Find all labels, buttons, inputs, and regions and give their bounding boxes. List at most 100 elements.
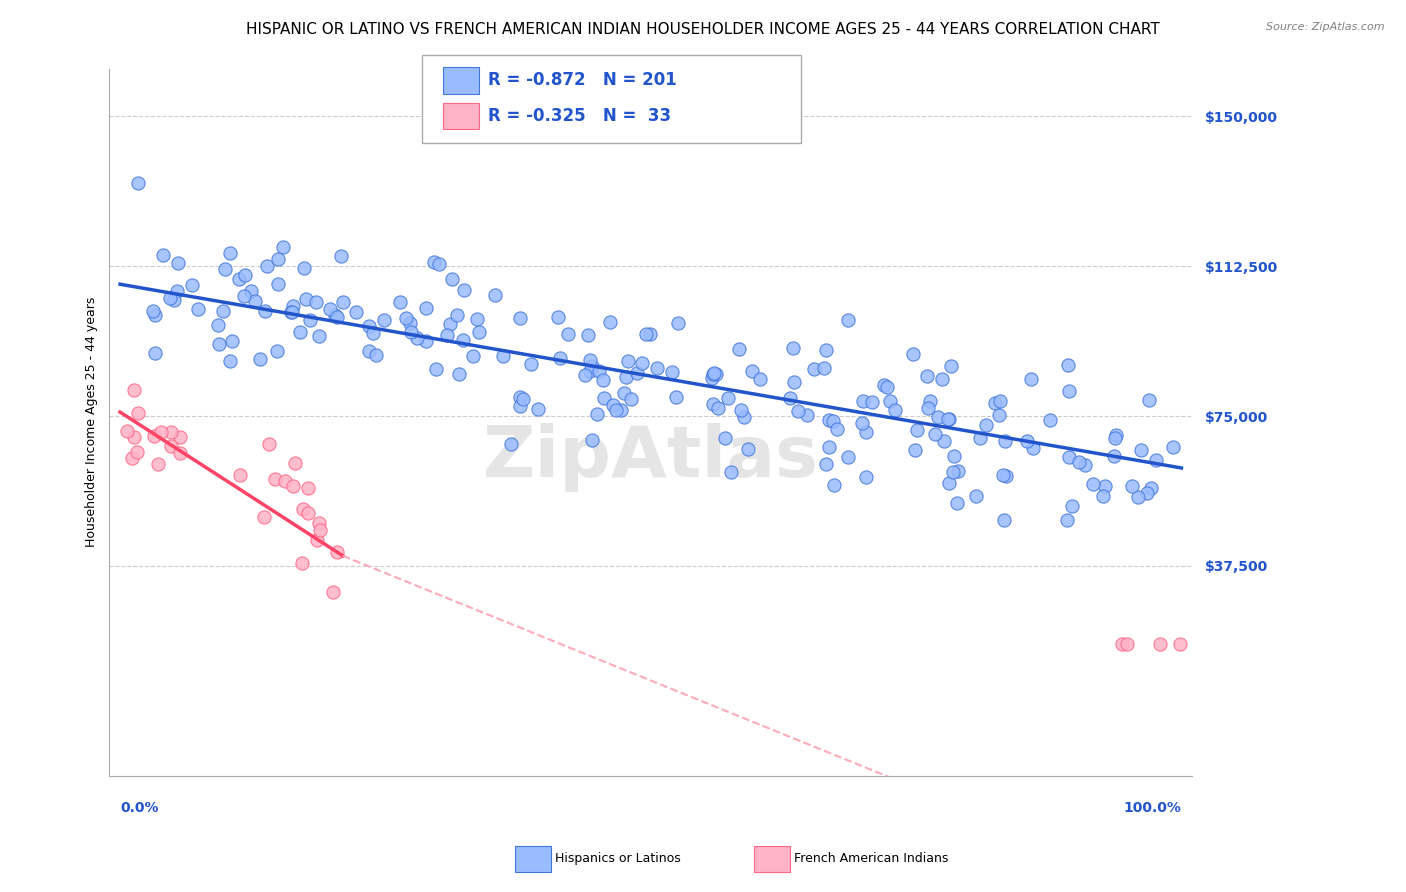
Point [308,523,330,537]
Point [207,318,229,333]
Point [124,383,146,397]
Point [344,305,367,319]
Point [439,318,461,332]
Point [713,431,735,445]
Point [280,305,302,319]
Point [305,295,328,310]
Point [904,443,927,458]
Point [159,439,181,453]
Point [1111,637,1133,651]
Point [1062,499,1084,513]
Point [665,390,688,404]
Point [159,291,181,305]
Point [860,395,883,409]
Point [1130,443,1153,458]
Point [638,326,661,341]
Point [127,176,149,190]
Text: 100.0%: 100.0% [1123,800,1181,814]
Point [1102,449,1125,463]
Point [1126,490,1149,504]
Point [585,408,607,422]
Point [143,309,166,323]
Point [987,408,1010,422]
Point [281,299,304,313]
Point [617,354,640,368]
Point [619,392,641,406]
Point [319,302,342,317]
Point [702,397,724,411]
Point [232,289,254,303]
Point [636,326,658,341]
Point [728,342,751,356]
Point [702,367,724,381]
Point [267,252,290,266]
Point [578,352,600,367]
Point [322,584,344,599]
Point [254,304,277,318]
Point [166,284,188,298]
Point [271,240,294,254]
Point [579,364,602,378]
Point [814,457,837,471]
Point [453,284,475,298]
Point [288,326,311,340]
Point [786,404,808,418]
Point [837,450,859,464]
Point [1137,393,1160,408]
Point [614,369,637,384]
Point [631,356,654,370]
Point [509,390,531,404]
Y-axis label: Householder Income Ages 25 - 44 years: Householder Income Ages 25 - 44 years [86,297,98,547]
Point [815,343,838,357]
Point [143,346,166,360]
Text: ZipAtlas: ZipAtlas [482,423,818,491]
Point [813,360,835,375]
Point [509,310,531,325]
Point [1057,450,1080,464]
Point [146,457,169,471]
Point [298,312,321,326]
Point [169,446,191,460]
Point [779,391,801,405]
Point [717,392,740,406]
Point [917,401,939,416]
Point [915,368,938,383]
Point [945,496,967,510]
Text: HISPANIC OR LATINO VS FRENCH AMERICAN INDIAN HOUSEHOLDER INCOME AGES 25 - 44 YEA: HISPANIC OR LATINO VS FRENCH AMERICAN IN… [246,22,1160,37]
Point [264,473,287,487]
Point [851,416,873,430]
Point [837,313,859,327]
Point [332,294,354,309]
Point [1168,637,1191,651]
Point [218,245,240,260]
Point [297,482,319,496]
Point [1059,384,1081,398]
Point [610,403,633,417]
Point [308,328,330,343]
Point [441,272,464,286]
Point [927,410,949,425]
Point [249,352,271,367]
Point [395,311,418,326]
Point [359,343,381,358]
Point [1136,485,1159,500]
Point [166,256,188,270]
Point [782,341,804,355]
Point [219,354,242,368]
Point [576,328,599,343]
Point [281,479,304,493]
Point [703,366,725,380]
Point [297,507,319,521]
Point [1083,476,1105,491]
Point [273,475,295,489]
Point [943,449,966,463]
Point [461,349,484,363]
Point [229,467,252,482]
Point [509,399,531,413]
Point [852,393,875,408]
Point [373,313,395,327]
Point [733,410,755,425]
Point [818,413,841,427]
Point [969,431,991,445]
Text: 0.0%: 0.0% [120,800,159,814]
